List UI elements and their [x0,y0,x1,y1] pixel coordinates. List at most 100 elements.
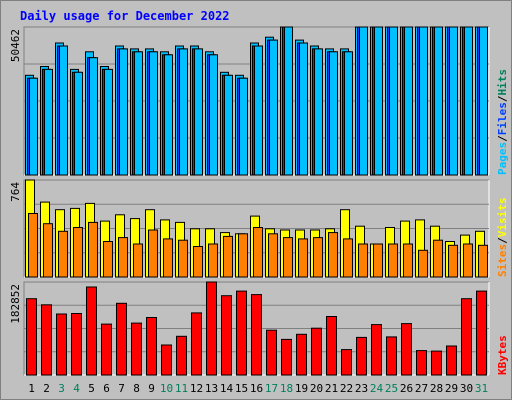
bar-kbytes-day-9 [146,317,157,376]
bar-pages-day-17 [269,39,278,176]
bar-pages-day-31 [479,26,488,176]
day-label-21: 21 [325,382,338,395]
bar-pages-day-7 [119,48,128,176]
panel-max-label: 764 [9,182,22,202]
bar-pages-day-22 [344,51,353,176]
bar-sites-day-24 [373,243,383,278]
bar-sites-day-18 [283,237,293,278]
bar-sites-day-16 [253,227,263,278]
bar-pages-day-5 [89,57,98,176]
bar-pages-day-19 [299,42,308,176]
bar-pages-day-21 [329,51,338,176]
day-label-30: 30 [460,382,473,395]
bar-sites-day-26 [403,243,413,278]
bar-sites-day-15 [238,233,248,278]
bar-sites-day-12 [193,246,203,278]
bar-sites-day-31 [478,244,488,278]
bar-kbytes-day-12 [191,312,202,376]
day-label-29: 29 [445,382,458,395]
bar-kbytes-day-26 [401,323,412,376]
bar-kbytes-day-16 [251,294,262,376]
label-files: Files [496,102,509,135]
label-kbytes: KBytes [496,335,509,375]
bar-pages-day-23 [359,26,368,176]
bar-sites-day-23 [358,243,368,278]
bar-pages-day-16 [254,45,263,176]
day-label-5: 5 [88,382,95,395]
bar-pages-day-9 [149,51,158,176]
day-label-10: 10 [160,382,173,395]
bar-kbytes-day-21 [326,316,337,376]
bar-kbytes-day-6 [101,323,112,376]
day-label-16: 16 [250,382,263,395]
day-label-23: 23 [355,382,368,395]
day-label-26: 26 [400,382,413,395]
bar-pages-day-25 [389,26,398,176]
day-label-4: 4 [73,382,80,395]
bar-kbytes-day-28 [431,350,442,376]
bar-sites-day-30 [463,243,473,278]
bar-pages-day-4 [74,71,83,176]
bar-kbytes-day-15 [236,290,247,376]
bar-pages-day-8 [134,51,143,176]
bar-pages-day-1 [29,77,38,176]
bar-pages-day-12 [194,48,203,176]
panel-series-label-text: Pages/Files/Hits [496,69,509,175]
bar-kbytes-day-10 [161,344,172,376]
day-label-31: 31 [475,382,488,395]
bar-kbytes-day-5 [86,286,97,376]
day-label-8: 8 [133,382,140,395]
label-separator: / [496,237,509,244]
bar-pages-day-15 [239,77,248,176]
bar-pages-day-26 [404,26,413,176]
day-label-7: 7 [118,382,125,395]
bar-sites-day-10 [163,238,173,278]
bar-pages-day-20 [314,48,323,176]
bar-sites-day-5 [88,221,98,278]
bar-sites-day-11 [178,239,188,278]
bar-kbytes-day-22 [341,349,352,376]
bar-sites-day-19 [298,238,308,278]
chart-title: Daily usage for December 2022 [20,9,230,23]
bar-kbytes-day-2 [41,304,52,376]
label-visits: Visits [496,198,509,238]
bar-sites-day-2 [43,223,53,278]
panel-series-label-text: KBytes [496,335,509,375]
bar-pages-day-11 [179,48,188,176]
bar-pages-day-10 [164,54,173,176]
day-label-25: 25 [385,382,398,395]
bar-pages-day-13 [209,54,218,176]
panel-series-label: Sites/Visits [496,198,509,278]
day-label-17: 17 [265,382,278,395]
day-label-2: 2 [43,382,50,395]
label-pages: Pages [496,142,509,175]
bar-sites-day-3 [58,230,68,278]
panel-max-label: 50462 [9,29,22,62]
label-hits: Hits [496,69,509,96]
bar-sites-day-7 [118,237,128,278]
day-label-24: 24 [370,382,384,395]
day-label-15: 15 [235,382,248,395]
bar-pages-day-29 [449,26,458,176]
bar-pages-day-24 [374,26,383,176]
day-label-19: 19 [295,382,308,395]
panel-series-label: Pages/Files/Hits [496,69,509,175]
day-label-6: 6 [103,382,110,395]
bar-kbytes-day-25 [386,336,397,376]
panel-max-label: 182852 [9,284,22,324]
bar-kbytes-day-24 [371,324,382,376]
day-label-1: 1 [28,382,35,395]
bar-pages-day-2 [44,68,53,176]
bar-sites-day-9 [148,229,158,278]
day-label-3: 3 [58,382,65,395]
bar-kbytes-day-7 [116,302,127,376]
bar-pages-day-14 [224,74,233,176]
bar-kbytes-day-1 [26,298,37,376]
bar-kbytes-day-11 [176,335,187,376]
bar-sites-day-22 [343,238,353,278]
bar-pages-day-27 [419,26,428,176]
bar-kbytes-day-8 [131,322,142,376]
bar-sites-day-17 [268,233,278,278]
bar-sites-day-20 [313,237,323,278]
